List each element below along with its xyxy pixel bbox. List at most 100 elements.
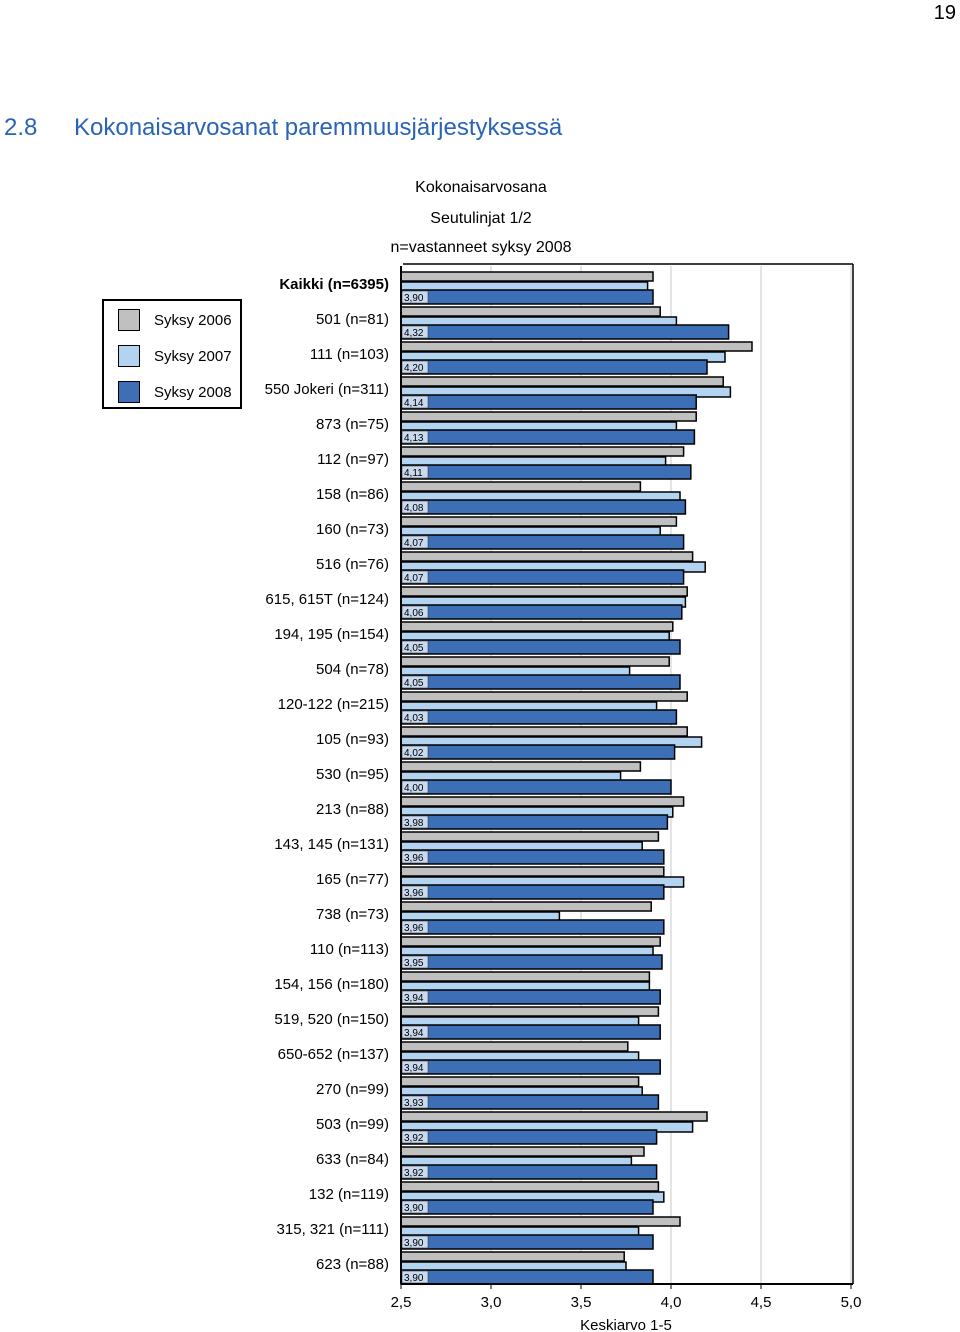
category-label: 213 (n=88) — [316, 801, 389, 818]
data-label: 3,90 — [404, 293, 424, 304]
legend-swatch-2007 — [118, 345, 140, 367]
bar — [400, 691, 688, 702]
category-label: 623 (n=88) — [316, 1256, 389, 1273]
bar — [400, 1111, 708, 1122]
x-tick-label: 4,5 — [751, 1294, 772, 1311]
legend-swatch-2008 — [118, 381, 140, 403]
data-label: 4,32 — [404, 328, 424, 339]
category-label: 519, 520 (n=150) — [274, 1011, 389, 1028]
legend-item-2006: Syksy 2006 — [118, 307, 232, 333]
section-title: Kokonaisarvosanat paremmuusjärjestyksess… — [74, 114, 563, 141]
bar — [400, 639, 681, 655]
bar — [400, 1199, 654, 1215]
bar — [400, 919, 665, 935]
bar — [400, 936, 661, 947]
bar — [400, 499, 687, 515]
bar — [400, 516, 678, 527]
data-label: 4,13 — [404, 433, 424, 444]
category-label: 504 (n=78) — [316, 661, 389, 678]
bar — [400, 954, 663, 970]
category-label: 873 (n=75) — [316, 416, 389, 433]
data-label: 3,95 — [404, 958, 424, 969]
data-label: 3,96 — [404, 853, 424, 864]
x-tick-label: 3,5 — [571, 1294, 592, 1311]
bar — [400, 971, 651, 982]
data-label: 3,92 — [404, 1168, 424, 1179]
bar — [400, 1094, 660, 1110]
data-label: 3,96 — [404, 923, 424, 934]
category-label: Kaikki (n=6395) — [279, 276, 389, 293]
data-label: 3,96 — [404, 888, 424, 899]
bar — [400, 289, 654, 305]
bar — [400, 1164, 658, 1180]
legend-label-2006: Syksy 2006 — [154, 311, 232, 329]
category-label: 112 (n=97) — [317, 451, 389, 468]
data-label: 4,11 — [404, 468, 423, 479]
bar — [400, 884, 665, 900]
bar — [400, 551, 694, 562]
legend-item-2008: Syksy 2008 — [118, 379, 232, 405]
bar — [400, 1181, 660, 1192]
legend-swatch-2006 — [118, 309, 140, 331]
bar — [400, 604, 683, 620]
bar — [400, 324, 730, 340]
bar — [400, 341, 753, 352]
chart-legend: Syksy 2006 Syksy 2007 Syksy 2008 — [102, 299, 242, 409]
bar — [400, 446, 685, 457]
x-tick-label: 2,5 — [391, 1294, 412, 1311]
category-label: 503 (n=99) — [316, 1116, 389, 1133]
data-label: 4,06 — [404, 608, 424, 619]
legend-label-2008: Syksy 2008 — [154, 383, 232, 401]
section-heading: 2.8 Kokonaisarvosanat paremmuusjärjestyks… — [4, 114, 562, 142]
bar — [400, 1076, 640, 1087]
category-label: 105 (n=93) — [316, 731, 389, 748]
category-label: 111 (n=103) — [310, 346, 389, 363]
x-tick-label: 5,0 — [841, 1294, 862, 1311]
category-label: 315, 321 (n=111) — [277, 1221, 389, 1238]
data-label: 4,00 — [404, 783, 424, 794]
bar — [400, 376, 724, 387]
category-label: 615, 615T (n=124) — [265, 591, 389, 608]
section-number: 2.8 — [4, 114, 38, 141]
bar — [400, 429, 696, 445]
data-label: 4,02 — [404, 748, 424, 759]
bar — [400, 1024, 661, 1040]
category-label: 270 (n=99) — [316, 1081, 389, 1098]
bar — [400, 866, 665, 877]
bar — [400, 271, 654, 282]
bar — [400, 744, 676, 760]
category-label: 160 (n=73) — [316, 521, 389, 538]
bar — [400, 394, 697, 410]
bar — [400, 1234, 654, 1250]
data-label: 4,05 — [404, 643, 424, 654]
category-label: 633 (n=84) — [316, 1151, 389, 1168]
x-tick-label: 3,0 — [481, 1294, 502, 1311]
category-label: 501 (n=81) — [316, 311, 389, 328]
bar — [400, 464, 692, 480]
bar — [400, 831, 660, 842]
bar — [400, 569, 685, 585]
category-label: 530 (n=95) — [316, 766, 389, 783]
category-label: 738 (n=73) — [316, 906, 389, 923]
legend-label-2007: Syksy 2007 — [154, 347, 232, 365]
bar — [400, 1251, 625, 1262]
data-label: 3,98 — [404, 818, 424, 829]
bar — [400, 761, 642, 772]
data-label: 4,05 — [404, 678, 424, 689]
bar — [400, 989, 661, 1005]
category-label: 158 (n=86) — [316, 486, 389, 503]
bar — [400, 1041, 629, 1052]
category-label: 165 (n=77) — [316, 871, 389, 888]
bar — [400, 1129, 658, 1145]
chart-subtitle-n: n=vastanneet syksy 2008 — [390, 239, 572, 256]
data-label: 3,94 — [404, 993, 424, 1004]
bar — [400, 481, 642, 492]
bar — [400, 849, 665, 865]
data-label: 4,07 — [404, 538, 424, 549]
category-label: 550 Jokeri (n=311) — [265, 381, 389, 398]
category-label: 132 (n=119) — [309, 1186, 389, 1203]
bar — [400, 779, 672, 795]
bar — [400, 656, 670, 667]
page-number: 19 — [933, 2, 956, 24]
